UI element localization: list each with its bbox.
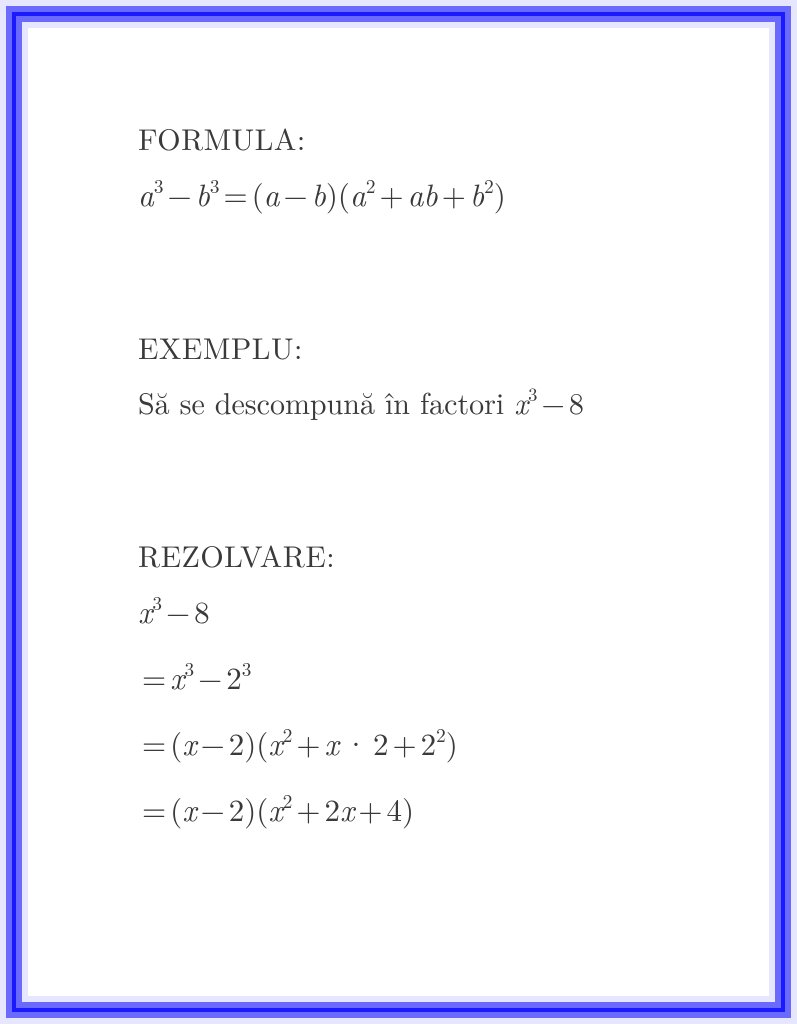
solution-heading: REZOLVARE: bbox=[138, 533, 719, 576]
example-text: Să se descompună în factori x3−8 bbox=[138, 380, 719, 423]
example-expression: x3−8 bbox=[514, 380, 584, 423]
formula-block: FORMULA: a3−b3=(a−b)(a2+ab+b2) bbox=[138, 116, 719, 215]
border-glow-inner: FORMULA: a3−b3=(a−b)(a2+ab+b2) EXEMPLU: … bbox=[22, 22, 775, 1002]
border-glow-outer: FORMULA: a3−b3=(a−b)(a2+ab+b2) EXEMPLU: … bbox=[0, 0, 797, 1024]
solution-line: x3−8 bbox=[138, 588, 719, 632]
border-core: FORMULA: a3−b3=(a−b)(a2+ab+b2) EXEMPLU: … bbox=[12, 12, 785, 1012]
formula-heading: FORMULA: bbox=[138, 116, 719, 159]
solution-line: =x3−23 bbox=[138, 654, 719, 698]
solution-line: =(x−2)(x2+x·2+22) bbox=[138, 720, 719, 764]
example-block: EXEMPLU: Să se descompună în factori x3−… bbox=[138, 325, 719, 423]
example-text-prefix: Să se descompună în factori bbox=[138, 380, 514, 423]
border-glow-mid1: FORMULA: a3−b3=(a−b)(a2+ab+b2) EXEMPLU: … bbox=[6, 6, 791, 1018]
page-content: FORMULA: a3−b3=(a−b)(a2+ab+b2) EXEMPLU: … bbox=[28, 28, 769, 996]
solution-line: =(x−2)(x2+2x+4) bbox=[138, 786, 719, 830]
border-glow-mid2: FORMULA: a3−b3=(a−b)(a2+ab+b2) EXEMPLU: … bbox=[16, 16, 781, 1008]
solution-block: REZOLVARE: x3−8 =x3−23 =(x−2)(x2+x·2+22)… bbox=[138, 533, 719, 830]
example-heading: EXEMPLU: bbox=[138, 325, 719, 368]
formula-expression: a3−b3=(a−b)(a2+ab+b2) bbox=[138, 171, 719, 215]
